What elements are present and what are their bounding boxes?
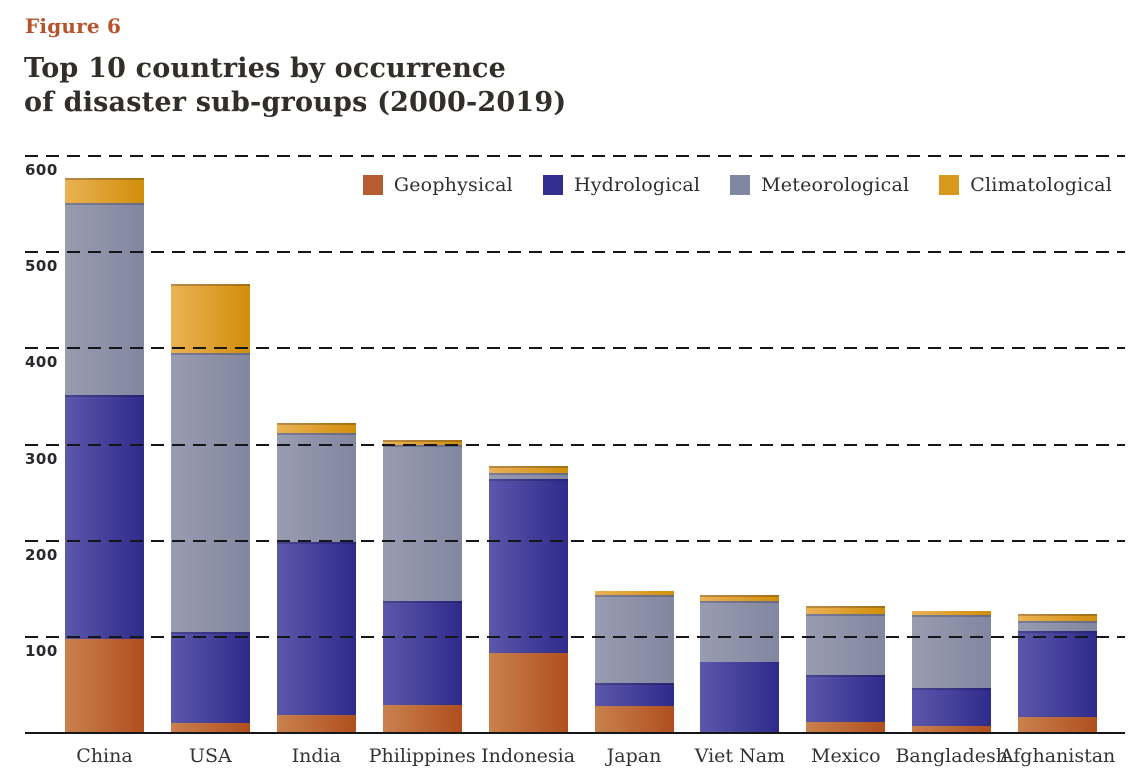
legend-label-meteorological: Meteorological: [761, 174, 910, 196]
bar-segment-hydrological-china: [65, 394, 144, 639]
x-category-label-china: China: [76, 745, 133, 767]
bar-segment-climatological-usa: [170, 283, 250, 354]
bar-segment-meteorological-bangladesh: [912, 614, 992, 688]
bar-usa: [170, 0, 250, 733]
bar-japan: [594, 0, 674, 733]
bar-segment-geophysical-afghanistan: [1018, 716, 1098, 733]
gridline-100: [25, 635, 1125, 638]
gridline-600: [25, 155, 1125, 157]
bar-segment-climatological-afghanistan: [1018, 613, 1098, 622]
bar-segment-meteorological-viet-nam: [700, 601, 780, 662]
bar-segment-climatological-mexico: [806, 606, 886, 614]
bar-segment-climatological-philippines: [382, 439, 462, 446]
bar-segment-hydrological-bangladesh: [912, 687, 992, 727]
bar-segment-climatological-china: [65, 178, 144, 204]
bar-segment-meteorological-china: [65, 203, 144, 395]
gridline-300: [25, 443, 1125, 446]
legend-label-geophysical: Geophysical: [393, 174, 513, 196]
legend-swatch-meteorological: [730, 175, 751, 195]
bar-segment-meteorological-philippines: [382, 445, 462, 602]
figure-label: Figure 6: [25, 14, 122, 38]
legend-item-geophysical: Geophysical: [362, 174, 513, 196]
bar-segment-meteorological-indonesia: [488, 473, 568, 480]
bar-segment-hydrological-usa: [170, 632, 250, 724]
bar-segment-hydrological-mexico: [806, 675, 886, 723]
bar-segment-meteorological-usa: [170, 353, 250, 633]
chart-title-line2: of disaster sub-groups (2000-2019): [24, 87, 567, 118]
bar-segment-hydrological-india: [276, 541, 356, 715]
x-category-label-mexico: Mexico: [811, 745, 881, 767]
bar-india: [276, 0, 356, 733]
legend-swatch-geophysical: [362, 175, 383, 195]
chart-title: Top 10 countries by occurrence of disast…: [24, 52, 566, 120]
bar-segment-meteorological-japan: [594, 594, 674, 683]
bar-bangladesh: [912, 0, 992, 733]
bar-segment-hydrological-philippines: [382, 601, 462, 706]
bar-segment-hydrological-viet-nam: [700, 661, 780, 733]
bar-segment-climatological-bangladesh: [912, 610, 992, 615]
x-category-label-usa: USA: [189, 745, 232, 767]
bar-segment-climatological-japan: [594, 590, 674, 595]
legend-label-hydrological: Hydrological: [573, 174, 701, 196]
bar-segment-geophysical-japan: [594, 706, 674, 733]
y-tick-label-400: 400: [25, 353, 58, 372]
y-tick-label-200: 200: [25, 545, 58, 564]
bar-segment-hydrological-afghanistan: [1018, 631, 1098, 717]
legend-item-meteorological: Meteorological: [730, 174, 909, 196]
x-category-label-philippines: Philippines: [368, 745, 476, 767]
bar-segment-geophysical-philippines: [382, 705, 462, 733]
bar-segment-geophysical-indonesia: [488, 653, 568, 733]
bar-segment-climatological-indonesia: [488, 465, 568, 474]
x-category-label-indonesia: Indonesia: [481, 745, 576, 767]
bar-segment-hydrological-indonesia: [488, 479, 568, 654]
bar-segment-geophysical-mexico: [806, 722, 886, 733]
y-tick-label-100: 100: [25, 641, 58, 660]
bar-viet-nam: [700, 0, 780, 733]
legend-swatch-climatological: [939, 175, 960, 195]
bar-segment-climatological-viet-nam: [700, 594, 780, 602]
x-category-label-afghanistan: Afghanistan: [999, 745, 1116, 767]
bar-segment-climatological-india: [276, 423, 356, 433]
x-category-label-bangladesh: Bangladesh: [895, 745, 1008, 767]
bar-china: [65, 0, 144, 733]
gridline-200: [25, 539, 1125, 542]
bar-mexico: [806, 0, 886, 733]
bar-segment-geophysical-china: [65, 638, 144, 733]
chart-legend: Geophysical Hydrological Meteorological Cli…: [362, 174, 1112, 196]
legend-item-hydrological: Hydrological: [542, 174, 701, 196]
bar-segment-meteorological-mexico: [806, 613, 886, 676]
bar-segment-meteorological-india: [276, 432, 356, 542]
y-tick-label-300: 300: [25, 449, 58, 468]
x-category-label-india: India: [291, 745, 341, 767]
bar-segment-meteorological-afghanistan: [1018, 621, 1098, 632]
legend-label-climatological: Climatological: [970, 174, 1112, 196]
bar-segment-geophysical-usa: [170, 723, 250, 733]
chart-title-line1: Top 10 countries by occurrence: [24, 53, 507, 84]
legend-item-climatological: Climatological: [939, 174, 1112, 196]
bar-philippines: [382, 0, 462, 733]
y-tick-label-500: 500: [25, 257, 58, 276]
bar-segment-geophysical-bangladesh: [912, 726, 992, 733]
bar-segment-hydrological-japan: [594, 683, 674, 707]
gridline-400: [25, 347, 1125, 350]
bar-segment-geophysical-india: [276, 714, 356, 733]
bar-afghanistan: [1018, 0, 1098, 733]
legend-swatch-hydrological: [542, 175, 563, 195]
bar-indonesia: [488, 0, 568, 733]
y-tick-label-600: 600: [25, 161, 58, 179]
x-axis-baseline: [25, 732, 1125, 734]
x-category-label-viet-nam: Viet Nam: [694, 745, 786, 767]
x-category-label-japan: Japan: [606, 745, 662, 767]
gridline-500: [25, 251, 1125, 254]
